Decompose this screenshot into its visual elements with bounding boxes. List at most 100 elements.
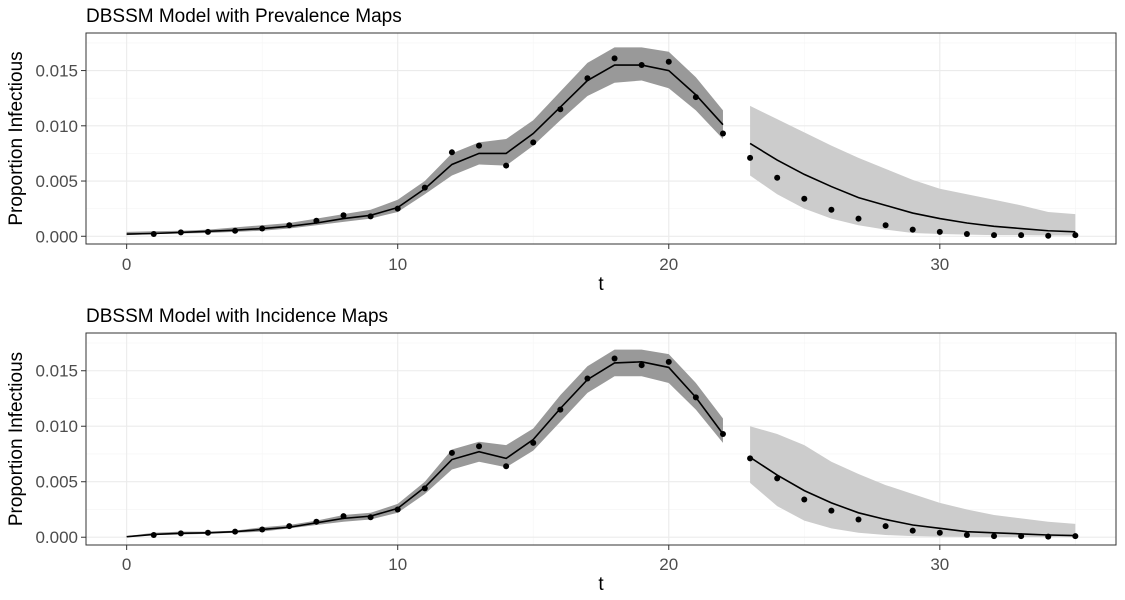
observed-point: [421, 184, 428, 191]
observed-point: [313, 217, 320, 224]
observed-point: [909, 226, 916, 233]
observed-point: [340, 212, 347, 219]
observed-point: [150, 532, 157, 539]
observed-point: [801, 496, 808, 503]
grid: [86, 333, 1116, 545]
observed-point: [774, 475, 781, 482]
observed-point: [692, 94, 699, 101]
y-axis-title: Proportion Infectious: [6, 352, 27, 526]
observed-point: [665, 358, 672, 365]
observed-point: [530, 439, 537, 446]
observed-points: [150, 355, 1079, 540]
x-tick-label: 30: [930, 255, 949, 274]
observed-point: [1018, 533, 1025, 540]
observed-point: [394, 205, 401, 212]
y-tick-label: 0.015: [35, 362, 78, 381]
observed-point: [557, 406, 564, 413]
chart-panel-2: DBSSM Model with Incidence Maps 0 10 20 30 0.…: [6, 306, 1117, 595]
x-tick-label: 30: [930, 555, 949, 574]
observed-point: [448, 449, 455, 456]
observed-point: [774, 174, 781, 181]
observed-point: [963, 532, 970, 539]
observed-point: [259, 225, 266, 232]
observed-point: [909, 527, 916, 534]
observed-point: [719, 130, 726, 137]
observed-point: [204, 228, 211, 235]
observed-point: [828, 206, 835, 213]
x-tick-label: 0: [122, 255, 131, 274]
observed-point: [557, 106, 564, 113]
fit-interval-band: [126, 349, 723, 538]
observed-point: [611, 55, 618, 62]
observed-point: [1018, 232, 1025, 239]
observed-point: [503, 162, 510, 169]
observed-point: [882, 222, 889, 229]
chart-title: DBSSM Model with Incidence Maps: [86, 306, 388, 327]
observed-point: [1072, 533, 1079, 540]
observed-point: [1045, 232, 1052, 239]
y-tick-label: 0.015: [35, 62, 78, 81]
x-tick-label: 0: [122, 555, 131, 574]
observed-point: [855, 215, 862, 222]
observed-point: [177, 530, 184, 537]
observed-point: [611, 355, 618, 362]
observed-point: [232, 528, 239, 535]
observed-point: [476, 142, 483, 149]
observed-point: [828, 507, 835, 514]
grid: [86, 33, 1116, 244]
observed-points: [150, 55, 1079, 239]
y-tick-label: 0.005: [35, 172, 78, 191]
observed-point: [584, 375, 591, 382]
chart-panel-1: DBSSM Model with Prevalence Maps 0 10 20 30 0…: [6, 6, 1117, 295]
x-tick-label: 20: [659, 555, 678, 574]
observed-point: [232, 227, 239, 234]
x-axis-title: t: [598, 274, 604, 295]
observed-point: [936, 228, 943, 235]
observed-point: [584, 75, 591, 82]
panel-border: [85, 32, 1117, 245]
observed-point: [747, 154, 754, 161]
observed-point: [394, 506, 401, 513]
observed-point: [692, 394, 699, 401]
observed-point: [1072, 232, 1079, 239]
observed-point: [367, 213, 374, 220]
observed-point: [367, 514, 374, 521]
y-axis-title: Proportion Infectious: [6, 51, 27, 225]
observed-point: [286, 222, 293, 229]
observed-point: [991, 232, 998, 239]
observed-point: [638, 62, 645, 69]
observed-point: [665, 58, 672, 65]
observed-point: [476, 443, 483, 450]
observed-point: [991, 533, 998, 540]
observed-point: [719, 431, 726, 438]
panel-border: [85, 332, 1117, 546]
observed-point: [963, 231, 970, 238]
y-tick-label: 0.000: [35, 227, 78, 246]
observed-point: [448, 149, 455, 156]
observed-point: [503, 463, 510, 470]
observed-point: [882, 523, 889, 530]
observed-point: [1045, 533, 1052, 540]
x-tick-label: 10: [388, 255, 407, 274]
observed-point: [855, 516, 862, 523]
observed-point: [204, 529, 211, 536]
observed-point: [313, 518, 320, 525]
chart-title: DBSSM Model with Prevalence Maps: [86, 6, 402, 27]
observed-point: [530, 139, 537, 146]
y-tick-label: 0.005: [35, 473, 78, 492]
observed-point: [936, 529, 943, 536]
fit-interval-band: [126, 47, 723, 236]
observed-point: [638, 362, 645, 369]
observed-point: [340, 513, 347, 520]
x-tick-label: 20: [659, 255, 678, 274]
observed-point: [801, 195, 808, 202]
fit-mean-line: [126, 361, 724, 538]
y-tick-label: 0.000: [35, 528, 78, 547]
x-tick-label: 10: [388, 555, 407, 574]
forecast-mean-line: [749, 142, 1076, 233]
y-tick-label: 0.010: [35, 417, 78, 436]
observed-point: [421, 485, 428, 492]
observed-point: [259, 526, 266, 533]
x-axis-title: t: [598, 574, 604, 595]
